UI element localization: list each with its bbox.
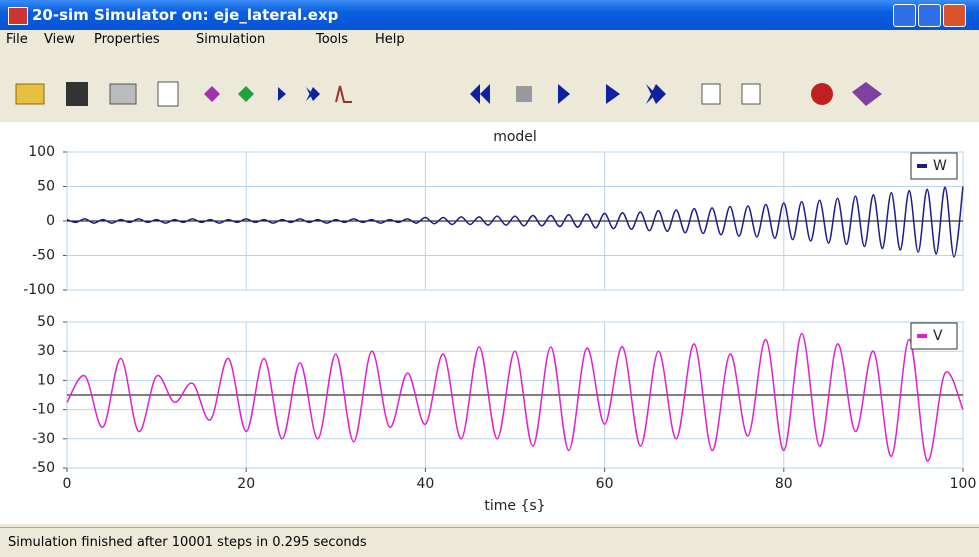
y-tick-label: 30 [37,343,55,359]
fast-button[interactable] [646,84,666,104]
chart-title: model [493,129,537,145]
status-bar: Simulation finished after 10001 steps in… [0,527,979,557]
y-tick-label: -50 [32,248,55,264]
y-tick-label: 10 [37,372,55,388]
window-title: 20-sim Simulator on: eje_lateral.exp [32,6,339,24]
tool-button[interactable] [204,86,220,102]
x-tick-label: 0 [63,476,72,492]
menu-item[interactable]: Tools [316,32,349,47]
menu-item[interactable]: File [6,32,28,47]
open-button[interactable] [15,83,45,105]
x-tick-label: 60 [596,476,614,492]
debug-button[interactable] [811,83,833,105]
run-button[interactable] [606,84,620,104]
tool-button[interactable] [238,86,254,102]
y-tick-label: 100 [28,144,55,160]
help-button[interactable] [852,82,882,106]
menu-bar: File View Properties Simulation Tools He… [0,30,979,50]
maximize-button[interactable] [918,4,941,27]
copy-button[interactable] [157,81,179,107]
data-line [66,332,964,462]
legend-label: V [933,328,943,344]
tool-button[interactable] [306,87,320,101]
y-tick-label: -100 [23,282,55,298]
app-icon [8,7,28,25]
tool-button[interactable] [335,85,352,103]
menu-item[interactable]: Help [375,32,405,47]
minimize-button[interactable] [893,4,916,27]
rewind-button[interactable] [470,84,490,104]
data-line [66,186,964,258]
y-tick-label: 50 [37,314,55,330]
print-button[interactable] [109,83,137,105]
title-bar: 20-sim Simulator on: eje_lateral.exp [0,0,979,30]
toolbar [15,81,882,107]
y-tick-label: -30 [32,431,55,447]
y-tick-label: 50 [37,179,55,195]
plot-area: model 100 50 0 -50 -100 W 50 30 10 -10 -30 -50 0 20 40 6… [0,122,979,524]
tool-button[interactable] [278,87,286,101]
save-button[interactable] [66,82,88,106]
y-tick-label: 0 [46,213,55,229]
close-button[interactable] [943,4,966,27]
status-text: Simulation finished after 10001 steps in… [8,535,367,550]
plot-button[interactable] [741,83,761,105]
x-tick-label: 40 [416,476,434,492]
menu-item[interactable]: Simulation [196,32,266,47]
legend-swatch [917,334,927,338]
stop-button[interactable] [516,86,532,102]
y-tick-label: -10 [32,402,55,418]
step-button[interactable] [558,84,570,104]
menu-item[interactable]: Properties [94,32,160,47]
x-tick-label: 80 [775,476,793,492]
legend-label: W [933,158,947,174]
x-tick-label: 100 [950,476,977,492]
x-tick-label: 20 [237,476,255,492]
y-tick-label: -50 [32,460,55,476]
plot-button[interactable] [701,83,721,105]
menu-item[interactable]: View [44,32,75,47]
legend-swatch [917,164,927,168]
x-axis-label: time {s} [484,498,545,514]
